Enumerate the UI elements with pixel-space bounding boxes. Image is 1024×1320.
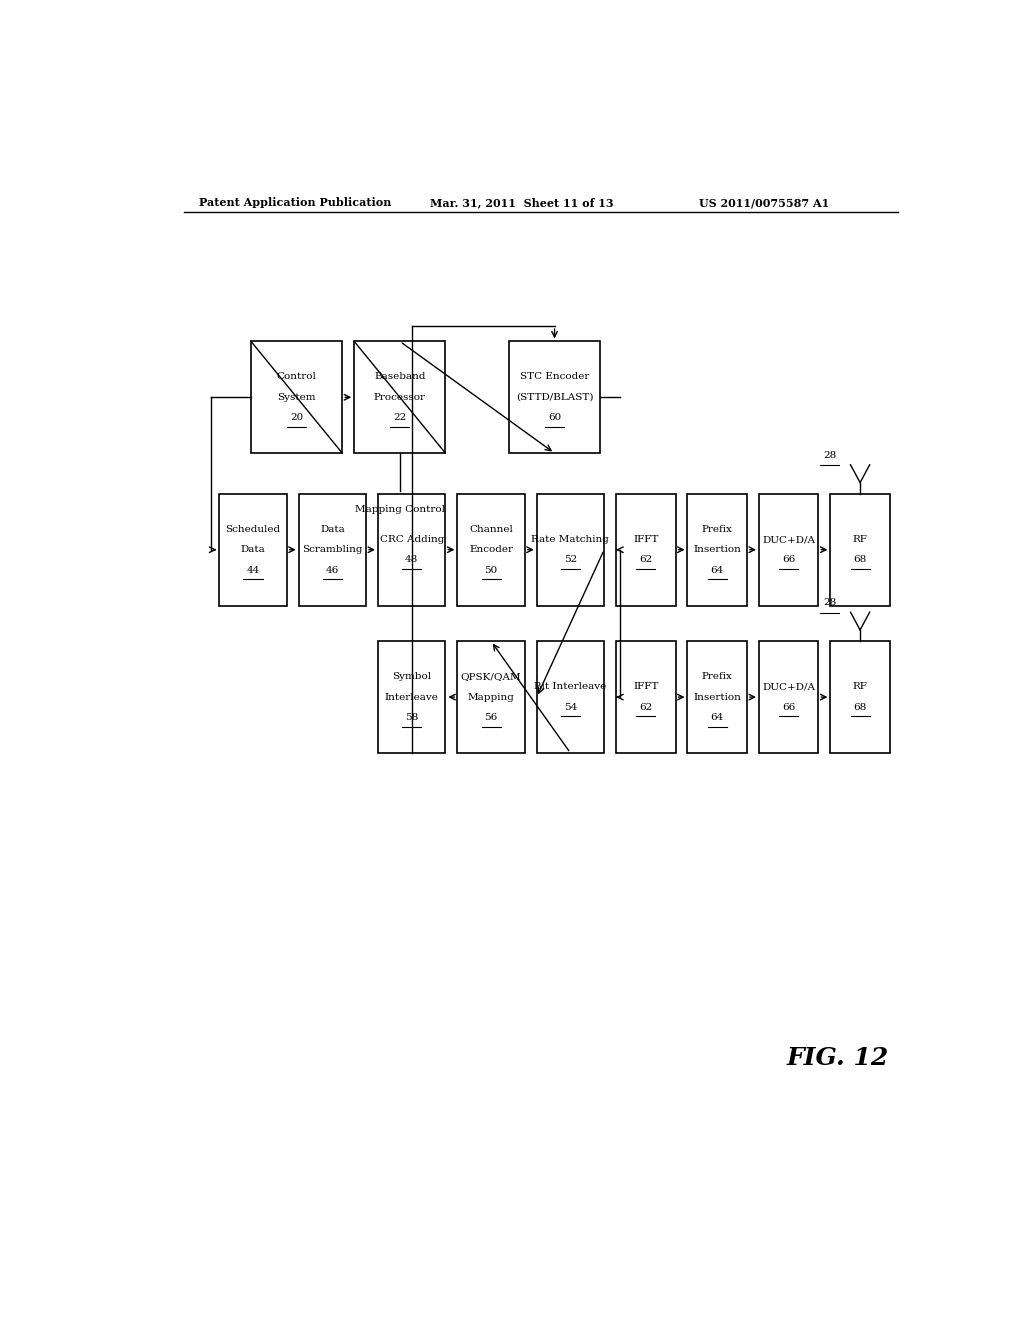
Bar (830, 642, 890, 752)
Text: Mapping: Mapping (468, 693, 514, 702)
Text: 68: 68 (853, 702, 866, 711)
Bar (616, 642, 676, 752)
Bar (299, 494, 367, 606)
Text: Encoder: Encoder (469, 545, 513, 554)
Text: Bit Interleave: Bit Interleave (535, 682, 606, 692)
Text: STC Encoder: STC Encoder (520, 372, 589, 381)
Text: System: System (278, 393, 315, 401)
Text: RF: RF (853, 535, 867, 544)
Bar (378, 642, 445, 752)
Text: 64: 64 (711, 713, 724, 722)
Text: (STTD/BLAST): (STTD/BLAST) (516, 393, 593, 401)
Bar (687, 494, 746, 606)
Text: Interleave: Interleave (385, 693, 438, 702)
Bar (251, 342, 342, 453)
Text: 44: 44 (247, 565, 260, 574)
Text: Data: Data (241, 545, 265, 554)
Text: Symbol: Symbol (392, 672, 431, 681)
Text: 62: 62 (639, 702, 652, 711)
Text: DUC+D/A: DUC+D/A (762, 535, 815, 544)
Text: 60: 60 (548, 413, 561, 422)
Text: DUC+D/A: DUC+D/A (762, 682, 815, 692)
Text: 52: 52 (564, 556, 578, 565)
Text: 46: 46 (326, 565, 339, 574)
Bar (458, 642, 524, 752)
Bar (759, 494, 818, 606)
Text: 28: 28 (823, 450, 837, 459)
Text: RF: RF (853, 682, 867, 692)
Text: Channel: Channel (469, 525, 513, 533)
Text: Rate Matching: Rate Matching (531, 535, 609, 544)
Text: 48: 48 (406, 556, 419, 565)
Text: Insertion: Insertion (693, 693, 741, 702)
Text: Processor: Processor (374, 393, 426, 401)
Text: Insertion: Insertion (693, 545, 741, 554)
Text: 66: 66 (782, 556, 796, 565)
Bar (616, 494, 676, 606)
Text: 50: 50 (484, 565, 498, 574)
Bar (537, 494, 604, 606)
Text: CRC Adding: CRC Adding (380, 535, 443, 544)
Text: Mapping Control: Mapping Control (354, 504, 444, 513)
Text: Scheduled: Scheduled (225, 525, 281, 533)
Text: IFFT: IFFT (633, 535, 658, 544)
Text: Mar. 31, 2011  Sheet 11 of 13: Mar. 31, 2011 Sheet 11 of 13 (430, 197, 613, 209)
Text: Control: Control (276, 372, 316, 381)
Text: 68: 68 (853, 556, 866, 565)
Text: 22: 22 (393, 413, 407, 422)
Text: 62: 62 (639, 556, 652, 565)
Bar (354, 342, 445, 453)
Text: Patent Application Publication: Patent Application Publication (200, 197, 392, 209)
Bar (537, 642, 604, 752)
Bar (687, 642, 746, 752)
Text: Scrambling: Scrambling (302, 545, 362, 554)
Bar (219, 494, 287, 606)
Text: 56: 56 (484, 713, 498, 722)
Text: US 2011/0075587 A1: US 2011/0075587 A1 (699, 197, 829, 209)
Bar (509, 342, 600, 453)
Text: 58: 58 (406, 713, 419, 722)
Text: Prefix: Prefix (701, 672, 733, 681)
Text: 54: 54 (564, 702, 578, 711)
Text: Prefix: Prefix (701, 525, 733, 533)
Bar (759, 642, 818, 752)
Bar (378, 494, 445, 606)
Text: 20: 20 (290, 413, 303, 422)
Text: 64: 64 (711, 565, 724, 574)
Text: IFFT: IFFT (633, 682, 658, 692)
Text: FIG. 12: FIG. 12 (786, 1045, 889, 1071)
Text: Data: Data (319, 525, 345, 533)
Text: Baseband: Baseband (374, 372, 426, 381)
Bar (830, 494, 890, 606)
Text: 28: 28 (823, 598, 837, 607)
Bar (458, 494, 524, 606)
Text: 66: 66 (782, 702, 796, 711)
Text: QPSK/QAM: QPSK/QAM (461, 672, 521, 681)
